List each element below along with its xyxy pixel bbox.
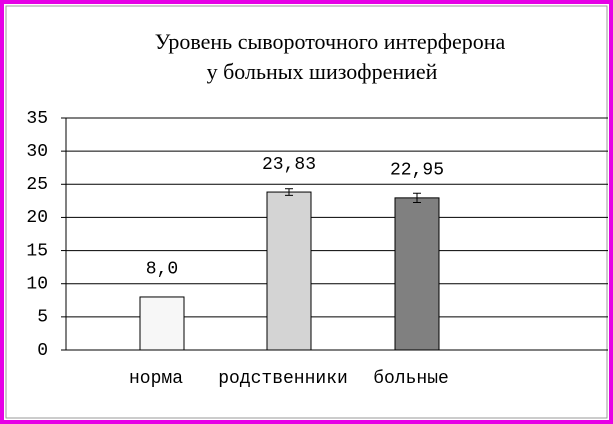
inner-frame <box>5 5 608 419</box>
data-label: 23,83 <box>262 155 316 175</box>
y-tick-label: 0 <box>37 341 48 361</box>
y-tick-label: 10 <box>26 274 48 294</box>
bar <box>139 296 185 351</box>
bar <box>266 191 312 351</box>
chart-title: у больных шизофренией <box>207 59 438 84</box>
y-tick-label: 15 <box>26 241 48 261</box>
x-tick-label: больные <box>373 368 449 389</box>
y-tick-label: 30 <box>26 142 48 162</box>
chart-title: Уровень сывороточного интерферона <box>155 29 506 54</box>
data-label: 22,95 <box>390 161 444 181</box>
x-tick-label: норма <box>129 369 183 389</box>
y-tick-label: 5 <box>37 308 48 328</box>
y-tick-label: 20 <box>26 208 48 228</box>
y-tick-label: 35 <box>26 109 48 129</box>
y-tick-label: 25 <box>26 175 48 195</box>
data-label: 8,0 <box>146 260 178 280</box>
x-tick-label: родственники <box>218 369 348 389</box>
bar <box>394 197 440 351</box>
